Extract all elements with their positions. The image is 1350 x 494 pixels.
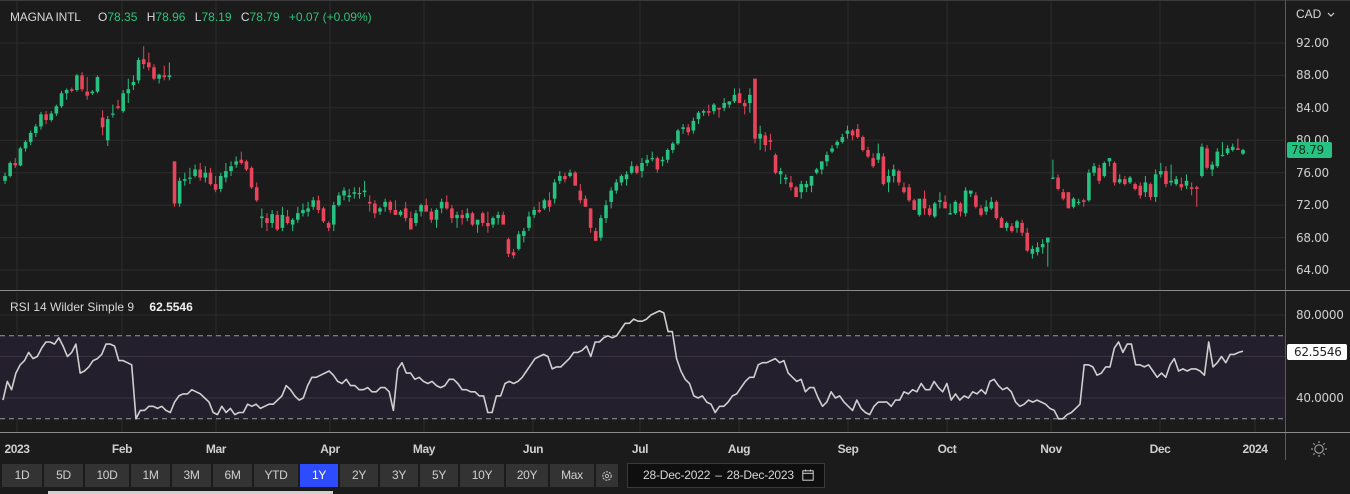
time-tick: Mar [205, 442, 227, 456]
range-button-10d[interactable]: 10D [85, 464, 129, 487]
date-range-picker[interactable]: 28-Dec-2022–28-Dec-2023 [627, 463, 825, 488]
horizontal-scrollbar[interactable] [48, 491, 333, 494]
rsi-label: RSI 14 Wilder Simple 9 [10, 300, 135, 314]
time-tick: 2024 [1242, 442, 1268, 456]
price-tick: 68.00 [1296, 230, 1329, 245]
time-tick: Dec [1149, 442, 1171, 456]
calendar-icon[interactable] [802, 469, 814, 481]
rsi-value: 62.5546 [149, 300, 193, 314]
range-button-10y[interactable]: 10Y [460, 464, 504, 487]
range-button-max[interactable]: Max [550, 464, 594, 487]
price-tick: 72.00 [1296, 198, 1329, 213]
price-tick: 88.00 [1296, 68, 1329, 83]
change-value: +0.07 (+0.09%) [288, 10, 372, 24]
range-button-1y[interactable]: 1Y [300, 464, 338, 487]
rsi-last-value-tag: 62.5546 [1287, 344, 1347, 360]
high-value: 78.96 [155, 10, 186, 24]
price-tick: 84.00 [1296, 100, 1329, 115]
chevron-down-icon [1327, 12, 1335, 17]
candlestick-series [3, 46, 1245, 267]
close-label: C [240, 10, 250, 24]
gear-icon [602, 470, 612, 481]
close-value: 78.79 [249, 10, 280, 24]
rsi-tick: 80.0000 [1296, 308, 1344, 322]
range-button-3m[interactable]: 3M [172, 464, 211, 487]
rsi-line [2, 310, 1244, 420]
ohlc-legend: MAGNA INTL O78.35 H78.96 L78.19 C78.79 +… [10, 10, 372, 24]
open-label: O [98, 10, 108, 24]
currency-label: CAD [1296, 7, 1322, 21]
range-button-5d[interactable]: 5D [44, 464, 83, 487]
range-button-20y[interactable]: 20Y [506, 464, 548, 487]
time-tick: 2023 [4, 442, 30, 456]
range-button-1m[interactable]: 1M [131, 464, 170, 487]
low-value: 78.19 [201, 10, 232, 24]
time-tick: Jun [522, 442, 544, 456]
range-button-6m[interactable]: 6M [213, 464, 252, 487]
low-label: L [194, 10, 202, 24]
last-price-tag: 78.79 [1287, 142, 1332, 158]
time-tick: Apr [320, 442, 340, 456]
date-range-end: 28-Dec-2023 [726, 468, 794, 482]
date-range-separator: – [715, 468, 722, 482]
time-tick: Nov [1040, 442, 1062, 456]
price-tick: 64.00 [1296, 262, 1329, 277]
time-tick: Sep [837, 442, 859, 456]
rsi-legend: RSI 14 Wilder Simple 9 62.5546 [10, 300, 193, 314]
currency-selector[interactable]: CAD [1296, 7, 1335, 21]
range-button-ytd[interactable]: YTD [254, 464, 298, 487]
range-button-3y[interactable]: 3Y [380, 464, 418, 487]
time-tick: Feb [111, 442, 133, 456]
range-button-1d[interactable]: 1D [2, 464, 42, 487]
rsi-tick: 40.0000 [1296, 391, 1344, 405]
high-label: H [146, 10, 156, 24]
symbol-name: MAGNA INTL [10, 10, 81, 24]
time-tick: May [412, 442, 436, 456]
range-settings-button[interactable] [596, 464, 618, 487]
date-range-start: 28-Dec-2022 [643, 468, 711, 482]
chart-settings-icon[interactable] [1310, 440, 1328, 458]
open-value: 78.35 [107, 10, 138, 24]
range-button-2y[interactable]: 2Y [340, 464, 378, 487]
time-tick: Jul [631, 442, 649, 456]
price-tick: 76.00 [1296, 165, 1329, 180]
time-tick: Aug [727, 442, 751, 456]
time-tick: Oct [937, 442, 957, 456]
range-button-5y[interactable]: 5Y [420, 464, 458, 487]
range-buttons: 1D 5D 10D 1M 3M 6M YTD 1Y 2Y 3Y 5Y 10Y 20Y Max [2, 464, 618, 487]
price-tick: 92.00 [1296, 36, 1329, 50]
